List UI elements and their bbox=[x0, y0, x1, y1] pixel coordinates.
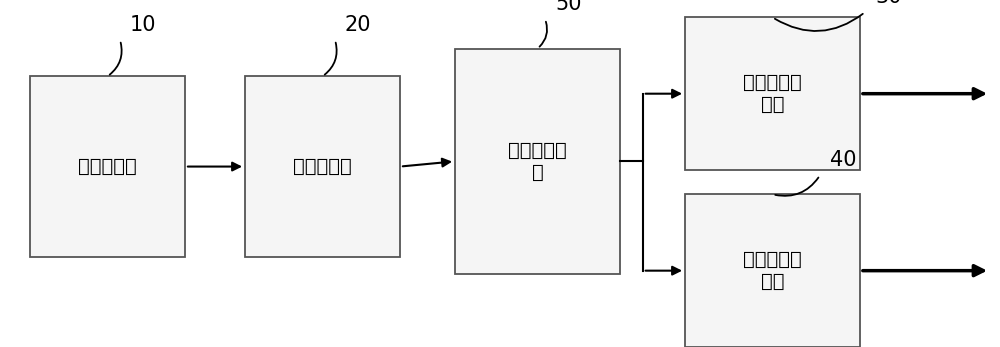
Text: 50: 50 bbox=[555, 0, 582, 14]
Bar bbox=[455, 49, 620, 274]
Text: 10: 10 bbox=[130, 15, 156, 35]
Text: 20: 20 bbox=[345, 15, 372, 35]
Text: 40: 40 bbox=[830, 150, 856, 170]
Bar bbox=[685, 17, 860, 170]
Text: 30: 30 bbox=[875, 0, 902, 7]
Bar bbox=[30, 76, 185, 257]
Bar bbox=[245, 76, 400, 257]
Text: 跨阻放大器: 跨阻放大器 bbox=[293, 157, 352, 176]
Text: 第二限幅放
大器: 第二限幅放 大器 bbox=[743, 250, 802, 291]
Text: 光电转换器: 光电转换器 bbox=[78, 157, 137, 176]
Text: 信号放大电
路: 信号放大电 路 bbox=[508, 141, 567, 182]
Bar bbox=[685, 194, 860, 347]
Text: 第一限幅放
大器: 第一限幅放 大器 bbox=[743, 73, 802, 114]
